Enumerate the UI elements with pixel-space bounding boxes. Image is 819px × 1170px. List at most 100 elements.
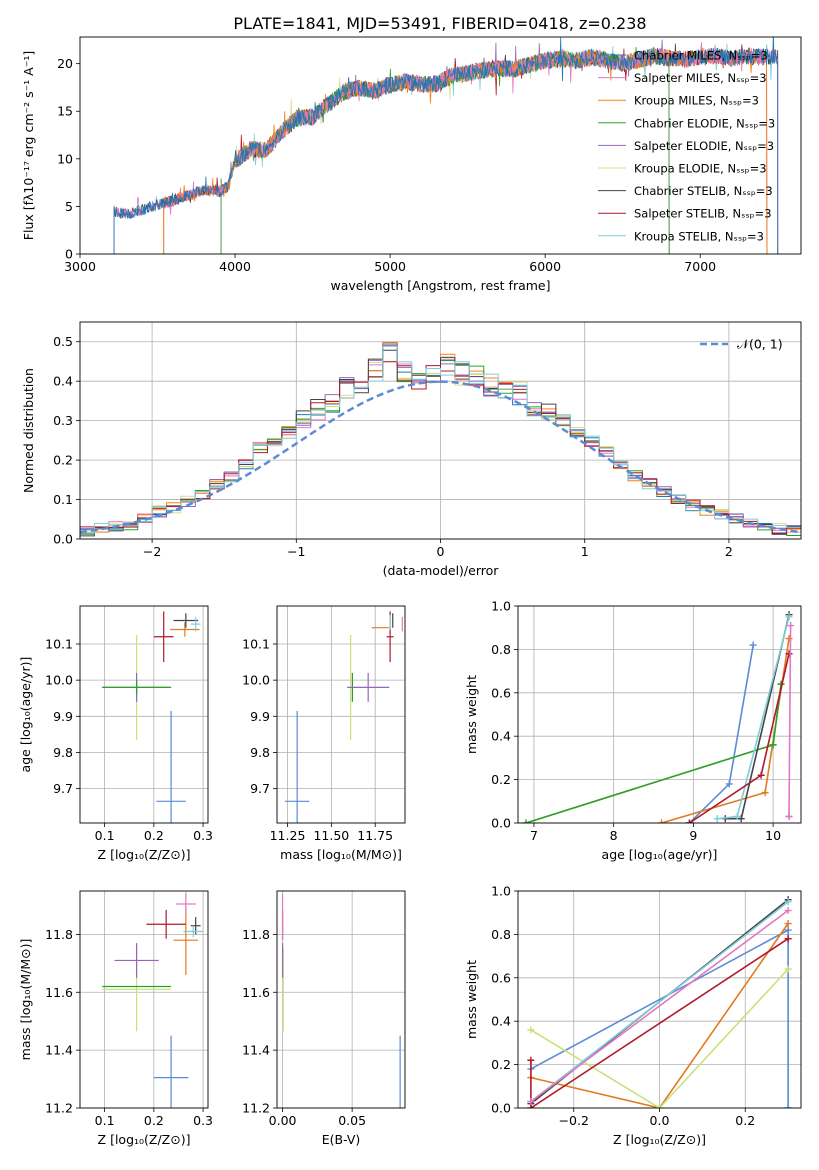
y-tick-label: 0.0 xyxy=(491,1101,511,1116)
plot-area-residuals xyxy=(80,341,801,539)
axes-frame xyxy=(79,605,209,824)
weight-line xyxy=(530,909,789,1103)
weight-marker xyxy=(784,907,792,915)
panel-mass_vs_ebv: 0.00 0.05 11.2 11.4 11.6 11.8 E(B-V) xyxy=(242,890,406,1147)
panel-weight_vs_age: 7 8 9 10 0.0 0.2 0.4 0.6 0.8 1.0 age [log₁₀(age/yr… xyxy=(464,599,802,862)
y-tick-label: 9.8 xyxy=(53,745,73,760)
plot-area-weight_vs_Z xyxy=(527,896,792,1108)
weight-marker xyxy=(733,812,741,820)
y-tick-label: 20 xyxy=(57,56,73,71)
y-tick-label: 11.6 xyxy=(45,985,73,1000)
histogram-step xyxy=(80,345,801,539)
weight-marker xyxy=(785,613,793,621)
panel-spectrum: 3000 4000 5000 6000 7000 0 5 10 15 20 wavelength [… xyxy=(21,36,802,293)
x-tick-label: 0.0 xyxy=(650,1113,670,1128)
axes-frame xyxy=(517,605,802,824)
y-tick-label: 5 xyxy=(65,199,73,214)
x-tick-label: 0.05 xyxy=(338,1113,366,1128)
panel-mass_vs_Z: 0.1 0.2 0.3 11.2 11.4 11.6 11.8 Z [log₁₀(Z/Z⊙)]… xyxy=(18,890,213,1147)
x-tick-label: 0.2 xyxy=(735,1113,755,1128)
y-tick-label: 0.0 xyxy=(53,532,73,547)
y-axis-label: Normed distribution xyxy=(21,368,36,493)
legend-entry: Kroupa ELODIE, Nₛₛₚ=3 xyxy=(634,162,767,176)
normal-curve xyxy=(80,380,801,534)
weight-marker xyxy=(784,965,792,973)
y-tick-label: 0.4 xyxy=(491,1014,511,1029)
y-tick-label: 0.2 xyxy=(491,772,511,787)
weight-line xyxy=(661,638,790,823)
x-axis-label: age [log₁₀(age/yr)] xyxy=(602,847,718,862)
weight-marker xyxy=(784,935,792,943)
y-tick-label: 9.7 xyxy=(53,781,73,796)
spectrum-line xyxy=(113,43,779,254)
y-tick-label: 0 xyxy=(65,247,73,262)
y-tick-label: 0.2 xyxy=(491,1057,511,1072)
weight-marker xyxy=(757,771,765,779)
x-tick-label: 0.3 xyxy=(193,1113,213,1128)
weight-line xyxy=(530,968,789,1108)
weight-line xyxy=(788,625,792,817)
y-tick-label: 9.7 xyxy=(250,781,270,796)
x-tick-label: 0.2 xyxy=(144,1113,164,1128)
y-tick-label: 11.4 xyxy=(242,1043,270,1058)
weight-marker xyxy=(784,1104,792,1108)
spectrum-line xyxy=(220,39,670,254)
y-tick-label: 15 xyxy=(57,104,73,119)
y-tick-label: 11.8 xyxy=(45,927,73,942)
spectrum-line xyxy=(113,37,779,254)
y-tick-label: 1.0 xyxy=(491,599,511,614)
y-tick-label: 0.6 xyxy=(491,685,511,700)
plot-area-age_vs_mass xyxy=(284,611,403,823)
panel-age_vs_mass: 11.25 11.50 11.75 9.7 9.8 9.9 10.0 10.1 mass [lo… xyxy=(242,605,406,862)
weight-line xyxy=(688,644,754,823)
x-axis-label: wavelength [Angstrom, rest frame] xyxy=(330,278,550,293)
x-tick-label: 3000 xyxy=(64,259,96,274)
panel-weight_vs_Z: −0.2 0.0 0.2 0.0 0.2 0.4 0.6 0.8 1.0 Z [log₁₀(Z/Z… xyxy=(464,884,802,1147)
weight-marker xyxy=(527,1104,535,1108)
weight-line xyxy=(530,938,789,1108)
y-tick-label: 10.1 xyxy=(45,636,73,651)
weight-marker xyxy=(749,641,757,649)
y-tick-label: 9.9 xyxy=(250,709,270,724)
weight-marker xyxy=(787,622,795,630)
weight-marker xyxy=(761,789,769,797)
y-tick-label: 0.8 xyxy=(491,642,511,657)
x-axis-label: Z [log₁₀(Z/Z⊙)] xyxy=(98,847,191,862)
x-tick-label: 2 xyxy=(725,544,733,559)
weight-marker xyxy=(784,920,792,928)
plot-area-spectrum xyxy=(113,37,779,254)
y-tick-label: 1.0 xyxy=(491,884,511,899)
weight-marker xyxy=(522,819,530,823)
x-tick-label: 0.1 xyxy=(95,828,115,843)
y-tick-label: 0.4 xyxy=(491,729,511,744)
legend-entry: Kroupa STELIB, Nₛₛₚ=3 xyxy=(634,229,764,243)
weight-line xyxy=(725,614,790,820)
panel-residuals: −2 −1 0 1 2 0.0 0.1 0.2 0.3 0.4 0.5 (data-model)/er… xyxy=(21,321,802,578)
y-tick-label: 0.3 xyxy=(53,413,73,428)
y-tick-label: 0.0 xyxy=(491,816,511,831)
panel-age_vs_Z: 0.1 0.2 0.3 9.7 9.8 9.9 10.0 10.1 Z [log₁₀(Z/Z⊙)… xyxy=(18,605,213,862)
weight-marker xyxy=(685,819,693,823)
weight-marker xyxy=(527,1097,535,1105)
x-tick-label: 0.2 xyxy=(144,828,164,843)
y-tick-label: 10 xyxy=(57,151,73,166)
y-tick-label: 11.8 xyxy=(242,927,270,942)
x-tick-label: 5000 xyxy=(374,259,406,274)
weight-marker xyxy=(713,815,721,823)
legend-entry: Salpeter ELODIE, Nₛₛₚ=3 xyxy=(634,139,774,153)
x-tick-label: 1 xyxy=(581,544,589,559)
x-axis-label: (data-model)/error xyxy=(383,563,500,578)
weight-marker xyxy=(769,741,777,749)
plot-area-age_vs_Z xyxy=(102,611,201,823)
x-tick-label: 7000 xyxy=(684,259,716,274)
x-tick-label: 7 xyxy=(530,828,538,843)
y-tick-label: 9.9 xyxy=(53,709,73,724)
weight-marker xyxy=(784,926,792,934)
plot-area-mass_vs_Z xyxy=(102,892,204,1108)
y-tick-label: 11.4 xyxy=(45,1043,73,1058)
weight-marker xyxy=(657,819,665,823)
axes-frame xyxy=(517,890,802,1109)
y-tick-label: 10.0 xyxy=(242,673,270,688)
